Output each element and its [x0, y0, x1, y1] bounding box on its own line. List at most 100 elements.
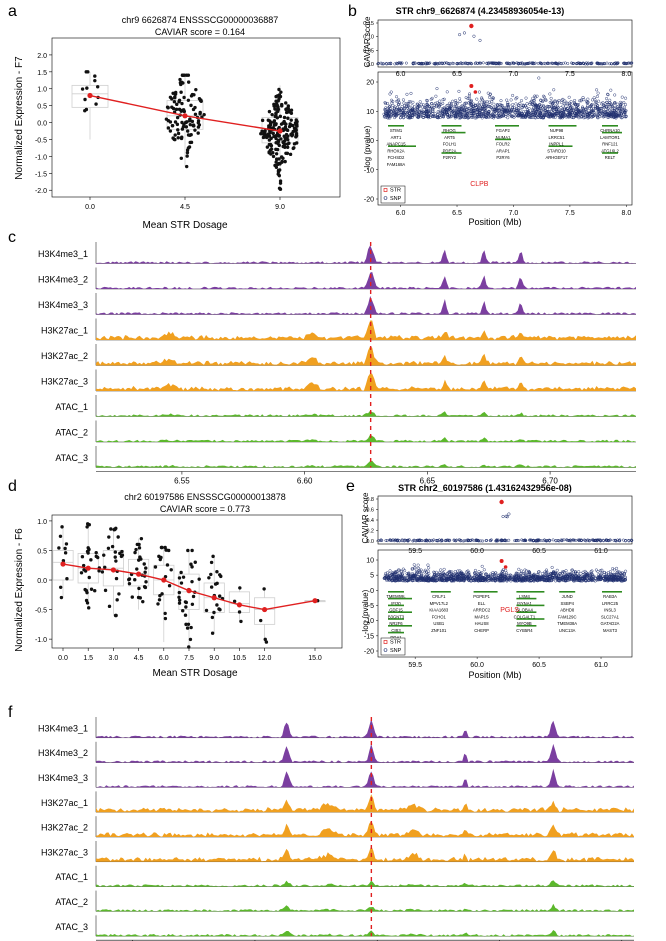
- track-label: ATAC_2: [55, 897, 88, 907]
- snp-point: [458, 572, 462, 576]
- snp-point: [481, 576, 485, 580]
- track-signal: [96, 346, 636, 366]
- snp-point: [391, 110, 395, 114]
- snp-point: [433, 573, 437, 577]
- data-point: [63, 551, 68, 555]
- snp-point: [622, 101, 626, 105]
- snp-point: [384, 571, 388, 575]
- mean-point: [87, 92, 93, 99]
- data-point: [274, 122, 278, 127]
- caviar-point: [559, 538, 563, 542]
- x-tick-label: 7.5: [184, 655, 194, 662]
- snp-point: [490, 97, 494, 101]
- data-point: [85, 522, 90, 526]
- snp-point: [517, 113, 521, 117]
- snp-point: [436, 115, 440, 120]
- gene-label: MYO9B: [517, 621, 532, 626]
- snp-point: [401, 576, 405, 581]
- snp-point: [410, 108, 414, 112]
- track-signal: [96, 820, 634, 837]
- snp-point: [592, 109, 596, 113]
- gene-label: INSL3: [604, 608, 616, 613]
- data-point: [276, 138, 280, 142]
- snp-point: [569, 106, 573, 110]
- data-point: [177, 598, 182, 602]
- snp-point: [489, 572, 493, 576]
- snp-point: [416, 574, 420, 579]
- snp-point: [514, 97, 518, 101]
- panel-a-xlabel: Mean STR Dosage: [142, 220, 227, 231]
- caviar-point: [543, 62, 547, 66]
- snp-point: [427, 578, 431, 582]
- snp-point: [522, 110, 526, 114]
- snp-point: [603, 577, 607, 581]
- data-point: [153, 565, 158, 569]
- snp-point: [532, 573, 536, 577]
- data-point: [186, 80, 191, 84]
- data-point: [265, 145, 270, 149]
- caviar-point: [608, 538, 612, 542]
- snp-point: [392, 574, 396, 579]
- data-point: [210, 615, 215, 620]
- snp-point: [542, 104, 546, 108]
- snp-point: [395, 576, 399, 580]
- snp-point: [573, 574, 577, 578]
- gene-label: CIB3: [391, 628, 401, 633]
- track-signal: [96, 845, 634, 862]
- gene-label: LSM4: [519, 594, 531, 599]
- snp-point: [489, 114, 493, 118]
- gene-bar: [388, 597, 412, 600]
- snp-point: [612, 568, 616, 572]
- caviar-point: [452, 61, 455, 65]
- caviar-point: [428, 61, 432, 65]
- snp-point: [466, 569, 470, 573]
- data-point: [199, 99, 203, 103]
- snp-point: [490, 107, 494, 111]
- data-point: [177, 595, 181, 599]
- snp-point: [467, 115, 471, 119]
- snp-point: [523, 571, 527, 575]
- data-point: [190, 565, 194, 569]
- data-point: [89, 587, 94, 591]
- snp-point: [499, 99, 503, 103]
- caviar-point: [424, 539, 428, 543]
- data-point: [284, 122, 288, 126]
- caviar-point: [417, 62, 421, 66]
- snp-point: [572, 101, 576, 105]
- caviar-point: [561, 61, 565, 65]
- snp-point: [573, 112, 577, 116]
- snp-point: [393, 105, 397, 109]
- snp-point: [538, 577, 542, 581]
- data-point: [164, 117, 169, 121]
- snp-point: [410, 104, 414, 108]
- snp-point: [417, 103, 421, 108]
- x-tick-label: 6.65: [420, 477, 436, 486]
- x-tick-label: 3.0: [109, 655, 119, 662]
- snp-point: [539, 98, 543, 102]
- snp-point: [493, 105, 497, 109]
- caviar-point: [510, 61, 514, 65]
- snp-point: [566, 101, 570, 105]
- snp-point: [599, 572, 603, 576]
- snp-point: [461, 578, 465, 583]
- data-point: [280, 104, 284, 108]
- gene-label: ELL: [478, 601, 486, 606]
- snp-point: [614, 110, 618, 114]
- snp-point: [434, 570, 438, 574]
- snp-point: [395, 95, 399, 99]
- snp-point: [510, 115, 514, 119]
- snp-point: [500, 110, 504, 114]
- caviar-point: [387, 62, 391, 66]
- caviar-point: [384, 539, 388, 542]
- snp-point: [554, 108, 558, 112]
- caviar-point: [486, 62, 490, 66]
- snp-point: [449, 578, 453, 582]
- snp-point: [560, 101, 564, 105]
- data-point: [83, 97, 87, 102]
- x-tick-label: 10.5: [233, 655, 247, 662]
- data-point: [191, 594, 196, 599]
- data-point: [193, 105, 197, 110]
- snp-point: [514, 574, 518, 578]
- caviar-y-tick-label: 0.15: [363, 21, 374, 27]
- snp-point: [412, 574, 416, 578]
